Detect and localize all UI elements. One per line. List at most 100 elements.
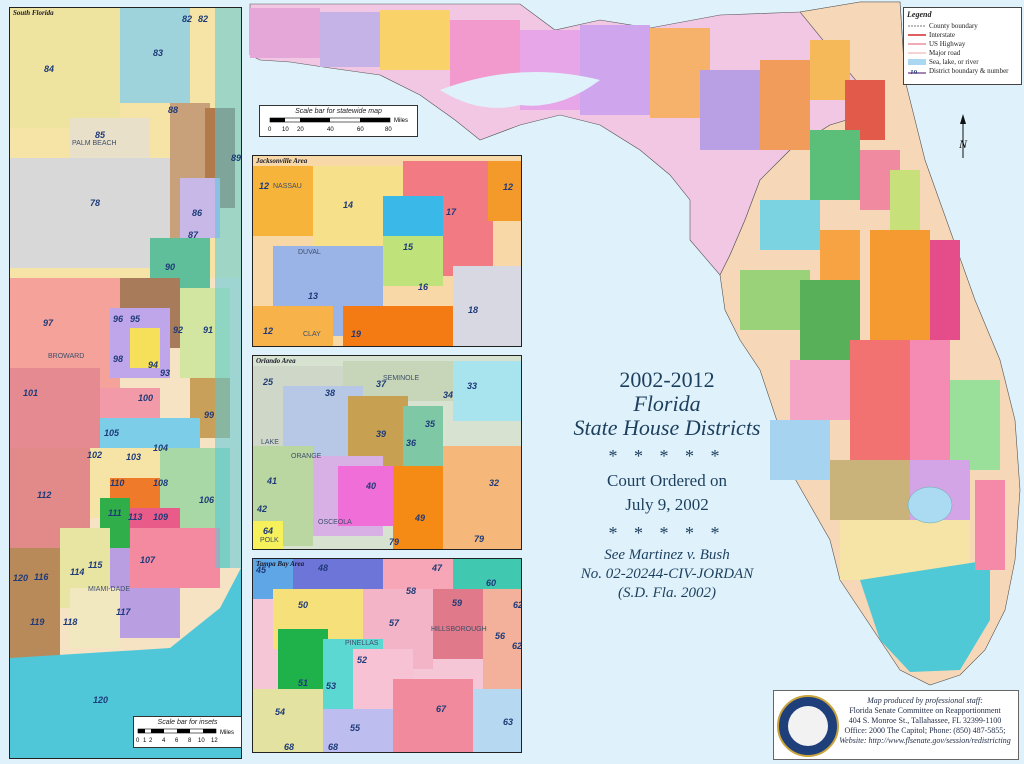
district-label: 42	[256, 504, 267, 514]
place-label: PALM BEACH	[72, 140, 117, 147]
district-label: 14	[343, 200, 353, 210]
district-label: 25	[262, 377, 274, 387]
place-label: POLK	[260, 537, 279, 544]
scale-graphic: 0 10 20 40 60 80 Miles	[268, 117, 408, 133]
district-label: 32	[489, 478, 499, 488]
place-label: NASSAU	[273, 183, 302, 190]
district-label: 60	[486, 578, 496, 588]
title-stars: * * * * *	[608, 446, 726, 466]
scale-unit: Miles	[394, 118, 408, 124]
place-label: OSCEOLA	[318, 519, 352, 526]
scale-tick: 12	[211, 738, 218, 744]
title-stars-2: * * * * *	[608, 523, 726, 543]
district-label: 96	[113, 314, 124, 324]
district-label: 83	[153, 48, 163, 58]
inset-tampa-bay: Tampa Bay Area PINELLAS HILLSBOROUGH 45 …	[252, 558, 522, 753]
legend-label: Sea, lake, or river	[929, 57, 979, 66]
district-label: 87	[188, 230, 199, 240]
scale-unit: Miles	[220, 730, 234, 736]
legend-title: Legend	[907, 10, 932, 19]
district-label: 12	[263, 326, 273, 336]
legend-label: Major road	[929, 48, 961, 57]
inset-scale-bar: Scale bar for insets 0 1 2 4 6 8 10 12 M…	[133, 716, 242, 748]
district-label: 93	[160, 368, 170, 378]
scale-tick: 10	[198, 738, 205, 744]
district-label: 106	[199, 495, 215, 505]
legend-item: Sea, lake, or river	[908, 57, 1021, 66]
district-label: 16	[418, 282, 429, 292]
legend-label: District boundary & number	[929, 66, 1009, 75]
district-label: 105	[104, 428, 120, 438]
district-label: 113	[128, 512, 142, 522]
district-label: 101	[23, 388, 38, 398]
map-title-block: 2002-2012 Florida State House Districts …	[548, 368, 786, 603]
tampa-bay-map: PINELLAS HILLSBOROUGH 45 48 47 60 58 50 …	[253, 559, 521, 752]
statewide-scale-bar: Scale bar for statewide map 0 10 20 40 6…	[259, 105, 418, 137]
district-label: 64	[263, 526, 273, 536]
district-label: 110	[110, 478, 124, 488]
district-label: 91	[203, 325, 213, 335]
place-label: SEMINOLE	[383, 375, 420, 382]
district-label: 63	[503, 717, 513, 727]
district-label: 102	[87, 450, 102, 460]
scale-tick: 80	[385, 127, 392, 133]
inset-south-florida: South Florida PALM BEACH BROWARD	[9, 7, 242, 759]
legend-item: Interstate	[908, 30, 1021, 39]
district-label: 108	[153, 478, 168, 488]
credit-website-link[interactable]: Website: http://www.flsenate.gov/session…	[839, 736, 1011, 745]
district-label: 88	[168, 105, 178, 115]
district-label: 99	[204, 410, 214, 420]
district-label: 107	[140, 555, 156, 565]
district-label: 100	[138, 393, 153, 403]
district-label: 85	[95, 130, 106, 140]
legend-label: US Highway	[929, 39, 966, 48]
district-label: 40	[365, 481, 376, 491]
district-label: 17	[446, 207, 457, 217]
credit-line: Map produced by professional staff:	[867, 696, 983, 705]
district-label: 92	[173, 325, 183, 335]
district-label: 111	[108, 508, 122, 518]
inset-jacksonville: Jacksonville Area NASSAU DUVAL CLAY 12 1…	[252, 155, 522, 347]
district-label: 13	[308, 291, 318, 301]
scale-tick: 20	[297, 127, 304, 133]
credit-line: Office: 2000 The Capitol; Phone: (850) 4…	[844, 726, 1006, 735]
district-label: 82	[182, 14, 192, 24]
district-label: 104	[153, 443, 168, 453]
inset-title: Jacksonville Area	[256, 157, 308, 165]
district-label: 118	[63, 617, 77, 627]
district-label: 79	[474, 534, 484, 544]
place-label: BROWARD	[48, 353, 84, 360]
title-years: 2002-2012	[619, 367, 715, 392]
district-label: 86	[192, 208, 203, 218]
district-label: 52	[357, 655, 367, 665]
district-label: 120	[93, 695, 108, 705]
district-label: 109	[153, 512, 168, 522]
district-label: 119	[30, 617, 44, 627]
legend-item: Major road	[908, 48, 1021, 57]
district-label: 12	[503, 182, 513, 192]
district-label: 94	[148, 360, 158, 370]
district-label: 103	[126, 452, 141, 462]
district-label: 68	[284, 742, 294, 752]
district-label: 114	[70, 567, 84, 577]
district-label: 112	[37, 490, 51, 500]
district-label: 57	[389, 618, 400, 628]
district-label: 41	[266, 476, 277, 486]
scale-tick: 1	[143, 738, 147, 744]
inset-title: Orlando Area	[256, 357, 296, 365]
district-label: 98	[113, 354, 123, 364]
district-label: 45	[255, 565, 267, 575]
place-label: CLAY	[303, 331, 321, 338]
north-arrow-icon: N	[958, 114, 968, 158]
legend-district-number: 19	[910, 69, 918, 74]
scale-tick: 60	[357, 127, 364, 133]
district-label: 38	[325, 388, 335, 398]
district-label: 78	[90, 198, 100, 208]
scale-graphic: 0 1 2 4 6 8 10 12 Miles	[136, 728, 234, 744]
case-line-1: See Martinez v. Bush	[604, 547, 730, 563]
district-label: 33	[467, 381, 477, 391]
scale-tick: 10	[282, 127, 289, 133]
district-label: 51	[298, 678, 308, 688]
scale-tick: 4	[162, 738, 166, 744]
